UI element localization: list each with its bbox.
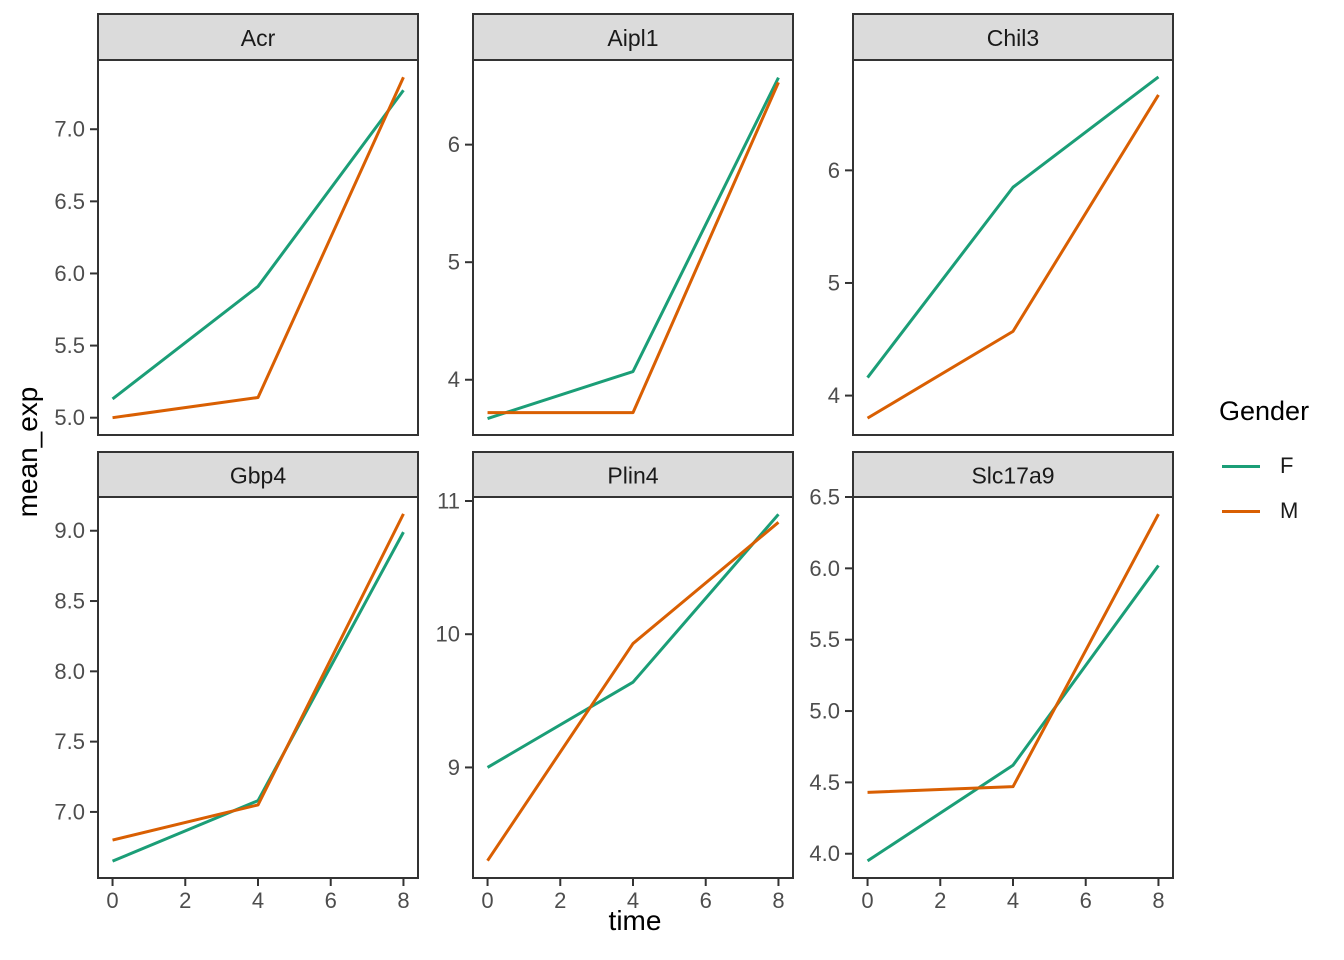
- legend-key-line-f-icon: [1222, 464, 1260, 468]
- x-tick-label-plin4: 8: [772, 888, 784, 913]
- panel-background-gbp4: [98, 497, 418, 878]
- y-tick-label-aipl1: 4: [448, 367, 460, 392]
- y-tick-label-acr: 6.5: [54, 189, 85, 214]
- x-tick-label-slc17a9: 4: [1007, 888, 1019, 913]
- series-line-m-acr: [112, 76, 405, 420]
- y-tick-label-gbp4: 8.0: [54, 659, 85, 684]
- x-tick-label-gbp4: 4: [252, 888, 264, 913]
- panel-background-chil3: [853, 60, 1173, 435]
- y-tick-label-aipl1: 6: [448, 132, 460, 157]
- facet-slc17a9: Slc17a9 4.0 4.5 5.0 5.5 6.0 6.5 0 2 4 6 8: [809, 451, 1174, 913]
- y-tick-label-chil3: 5: [828, 270, 840, 295]
- legend-key-line-m-icon: [1222, 509, 1260, 513]
- x-tick-label-gbp4: 6: [325, 888, 337, 913]
- y-tick-label-gbp4: 8.5: [54, 589, 85, 614]
- facet-acr: Acr 5.0 5.5 6.0 6.5 7.0: [54, 13, 419, 436]
- series-line-m-gbp4: [112, 513, 405, 842]
- x-tick-label-plin4: 0: [481, 888, 493, 913]
- x-tick-label-slc17a9: 2: [934, 888, 946, 913]
- x-tick-label-slc17a9: 0: [861, 888, 873, 913]
- facet-title-plin4: Plin4: [607, 463, 658, 489]
- panel-background-aipl1: [473, 60, 793, 435]
- x-tick-label-slc17a9: 8: [1152, 888, 1164, 913]
- panel-background-acr: [98, 60, 418, 435]
- y-tick-label-slc17a9: 4.5: [809, 770, 840, 795]
- facet-title-acr: Acr: [241, 25, 276, 51]
- facet-plin4: Plin4 9 10 11 0 2 4 6 8: [436, 451, 794, 913]
- y-tick-label-chil3: 4: [828, 383, 840, 408]
- x-tick-label-plin4: 2: [554, 888, 566, 913]
- series-line-m-aipl1: [487, 81, 780, 415]
- x-tick-label-slc17a9: 6: [1080, 888, 1092, 913]
- facet-title-slc17a9: Slc17a9: [971, 463, 1054, 489]
- series-line-f-aipl1: [487, 76, 780, 420]
- facet-strip-gbp4: [97, 451, 419, 498]
- facet-aipl1: Aipl1 4 5 6: [448, 13, 794, 436]
- facet-gbp4: Gbp4 7.0 7.5 8.0 8.5 9.0 0 2 4 6 8: [54, 451, 419, 913]
- facet-strip-slc17a9: [852, 451, 1174, 498]
- x-tick-label-gbp4: 8: [397, 888, 409, 913]
- legend-label-f: F: [1280, 453, 1294, 478]
- facet-title-gbp4: Gbp4: [230, 463, 286, 489]
- x-tick-label-gbp4: 0: [106, 888, 118, 913]
- y-tick-label-acr: 7.0: [54, 117, 85, 142]
- legend-item-m: M: [1219, 498, 1309, 524]
- facet-strip-chil3: [852, 13, 1174, 61]
- panel-background-slc17a9: [853, 497, 1173, 878]
- x-tick-label-gbp4: 2: [179, 888, 191, 913]
- series-line-f-acr: [111, 89, 405, 401]
- legend-label-m: M: [1280, 498, 1299, 523]
- y-tick-label-slc17a9: 5.0: [809, 699, 840, 724]
- series-line-f-gbp4: [111, 531, 405, 863]
- y-tick-label-plin4: 9: [448, 755, 460, 780]
- x-tick-label-plin4: 6: [700, 888, 712, 913]
- facet-title-aipl1: Aipl1: [607, 25, 658, 51]
- series-line-m-plin4: [486, 521, 780, 862]
- facet-strip-plin4: [472, 451, 794, 498]
- x-axis-title: time: [608, 905, 662, 936]
- facet-chil3: Chil3 4 5 6: [828, 13, 1174, 436]
- facet-strip-acr: [97, 13, 419, 61]
- y-tick-label-gbp4: 9.0: [54, 518, 85, 543]
- x-tick-label-plin4: 4: [627, 888, 639, 913]
- series-line-m-slc17a9: [867, 513, 1160, 794]
- legend: Gender F M: [1219, 395, 1309, 524]
- y-tick-label-plin4: 11: [437, 488, 460, 513]
- y-tick-label-slc17a9: 6.0: [809, 556, 840, 581]
- y-tick-label-acr: 6.0: [54, 261, 85, 286]
- series-line-f-chil3: [866, 75, 1160, 379]
- series-line-m-chil3: [866, 94, 1160, 420]
- y-tick-label-aipl1: 5: [448, 250, 460, 275]
- y-tick-label-gbp4: 7.0: [54, 799, 85, 824]
- y-tick-label-gbp4: 7.5: [54, 729, 85, 754]
- series-line-f-slc17a9: [866, 564, 1160, 863]
- y-tick-label-slc17a9: 4.0: [809, 841, 840, 866]
- series-line-f-plin4: [486, 513, 780, 769]
- legend-title: Gender: [1219, 396, 1310, 426]
- y-tick-label-slc17a9: 5.5: [809, 627, 840, 652]
- y-tick-label-slc17a9: 6.5: [809, 485, 840, 510]
- facet-strip-aipl1: [472, 13, 794, 61]
- y-tick-label-plin4: 10: [436, 622, 460, 647]
- y-tick-label-acr: 5.0: [54, 405, 85, 430]
- y-tick-label-acr: 5.5: [54, 333, 85, 358]
- y-tick-label-chil3: 6: [828, 158, 840, 183]
- facet-title-chil3: Chil3: [987, 25, 1039, 51]
- legend-item-f: F: [1219, 453, 1309, 479]
